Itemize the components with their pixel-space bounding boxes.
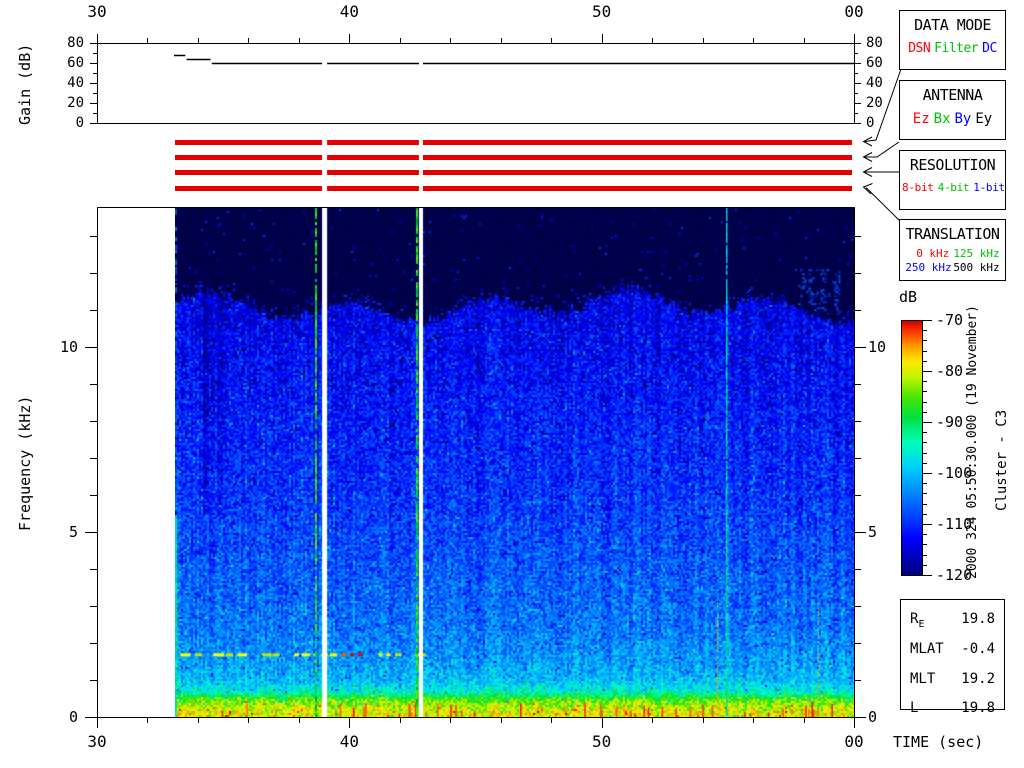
- freq-ytick-label-right: 10: [868, 337, 887, 356]
- gain-ytick-label-right: 40: [866, 75, 883, 91]
- data-mode-filter: Filter: [934, 41, 979, 56]
- data-mode-title: DATA MODE: [914, 16, 991, 34]
- gain-ytick-label: 80: [67, 35, 84, 51]
- timestamp-annotation: 2000 324 05:50:30.000 (19 November): [965, 305, 980, 579]
- gain-ytick-label: 60: [67, 55, 84, 71]
- mlt-label: MLT: [910, 670, 936, 687]
- freq-ytick-label-right: 0: [868, 708, 878, 726]
- data-mode-dsn: DSN: [908, 41, 931, 56]
- translation-title: TRANSLATION: [905, 225, 1000, 243]
- gain-trace: [174, 54, 854, 65]
- l-value: 19.8: [961, 700, 995, 717]
- gain-ytick-label-right: 60: [866, 55, 883, 71]
- colorbar-tick-label: -110: [936, 515, 973, 533]
- re-label: RE: [910, 611, 925, 630]
- gain-xtick-label: 50: [592, 2, 612, 21]
- resolution-box: RESOLUTION 8-bit 4-bit 1-bit: [899, 150, 1006, 210]
- resolution-8bit: 8-bit: [902, 181, 934, 194]
- translation-0khz: 0 kHz: [916, 247, 950, 260]
- data-mode-box: DATA MODE DSN Filter DC: [899, 10, 1006, 70]
- gain-xtick-label: 40: [339, 2, 359, 21]
- colorbar-tick-label: -100: [936, 464, 973, 482]
- gain-xtick-label: 00: [844, 2, 864, 21]
- colorbar-title: dB: [899, 288, 918, 306]
- mlat-value: -0.4: [961, 640, 995, 657]
- gain-xtick-label: 30: [87, 2, 107, 21]
- freq-ytick-label: 0: [68, 708, 78, 726]
- colorbar-tick-label: -120: [936, 566, 973, 584]
- colorbar-tick-label: -70: [936, 311, 964, 329]
- status-bars: [175, 140, 852, 191]
- translation-box: TRANSLATION 0 kHz 125 kHz 250 kHz 500 kHz: [899, 219, 1006, 281]
- antenna-title: ANTENNA: [922, 86, 983, 104]
- freq-ytick-label: 5: [68, 522, 78, 541]
- pointer-arrows: [862, 68, 902, 222]
- time-xtick-label: 40: [339, 732, 359, 751]
- spacecraft-annotation: Cluster - C3: [994, 409, 1010, 511]
- translation-250khz: 250 kHz: [905, 261, 952, 274]
- gain-ytick-label-right: 20: [866, 95, 883, 111]
- frequency-axis-label: Frequency (kHz): [16, 395, 34, 531]
- colorbar-tick-label: -90: [936, 413, 964, 431]
- resolution-1bit: 1-bit: [973, 181, 1005, 194]
- table-row: MLT 19.2: [910, 667, 995, 697]
- spectrogram-canvas: [175, 207, 854, 717]
- gain-ytick-label-right: 0: [866, 115, 875, 131]
- antenna-by: By: [954, 111, 972, 127]
- time-axis-label: TIME (sec): [893, 733, 984, 751]
- translation-125khz: 125 kHz: [953, 247, 1000, 260]
- gain-axis-label: Gain (dB): [16, 43, 34, 125]
- table-row: MLAT -0.4: [910, 637, 995, 667]
- time-xtick-label: 00: [844, 732, 864, 751]
- gain-ytick-label-right: 80: [866, 35, 883, 51]
- antenna-bx: Bx: [933, 111, 951, 127]
- antenna-ey: Ey: [975, 111, 993, 127]
- gain-ytick-label: 40: [67, 75, 84, 91]
- colorbar-tick-label: -80: [936, 362, 964, 380]
- ephemeris-table: RE 19.8 MLAT -0.4 MLT 19.2 L 19.8: [900, 599, 1005, 716]
- resolution-title: RESOLUTION: [909, 156, 996, 174]
- antenna-ez: Ez: [912, 111, 930, 127]
- freq-ytick-label: 10: [59, 337, 78, 356]
- mlat-label: MLAT: [910, 640, 944, 657]
- translation-500khz: 500 kHz: [953, 261, 1000, 274]
- antenna-box: ANTENNA Ez Bx By Ey: [899, 80, 1006, 140]
- resolution-4bit: 4-bit: [937, 181, 970, 194]
- freq-ytick-label-right: 5: [868, 522, 878, 541]
- data-mode-dc: DC: [982, 41, 997, 56]
- table-row: RE 19.8: [910, 607, 995, 637]
- l-label: L: [910, 700, 919, 717]
- table-row: L 19.8: [910, 696, 995, 726]
- gain-ytick-label: 0: [75, 115, 84, 131]
- time-xtick-label: 30: [87, 732, 107, 751]
- time-xtick-label: 50: [592, 732, 612, 751]
- gain-ytick-label: 20: [67, 95, 84, 111]
- re-value: 19.8: [961, 611, 995, 627]
- mlt-value: 19.2: [961, 670, 995, 687]
